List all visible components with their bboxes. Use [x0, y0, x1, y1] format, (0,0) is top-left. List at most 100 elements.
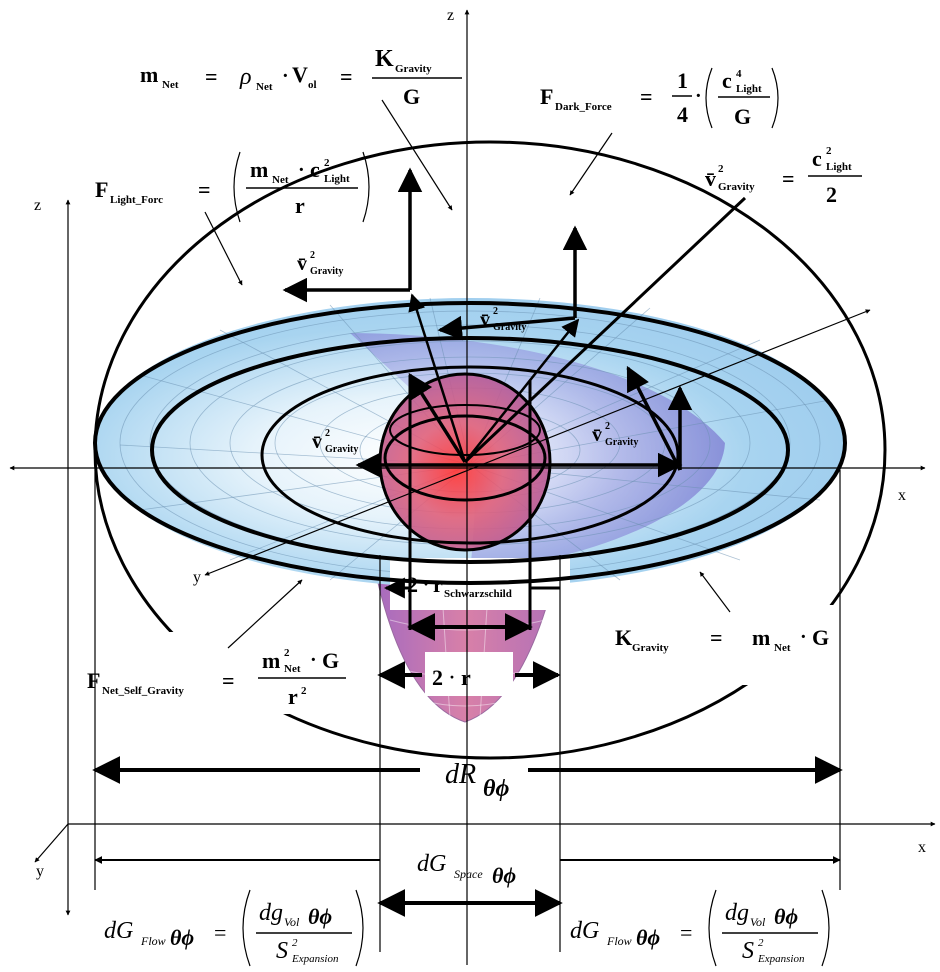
svg-text:=: =	[640, 84, 653, 109]
svg-text:c: c	[812, 146, 822, 171]
vsq-label-left: v̄ 2 Gravity	[312, 428, 358, 455]
svg-text:·: ·	[695, 85, 702, 107]
svg-text:Expansion: Expansion	[757, 953, 805, 965]
svg-text:·: ·	[282, 65, 289, 87]
equation-mass: m Net = ρ Net · V ol = K Gravity G	[140, 46, 462, 109]
svg-text:Gravity: Gravity	[395, 63, 432, 75]
svg-text:Net: Net	[272, 174, 289, 186]
svg-text:Gravity: Gravity	[325, 444, 358, 455]
svg-text:Net_Self_Gravity: Net_Self_Gravity	[102, 685, 184, 697]
svg-text:=: =	[340, 64, 353, 89]
svg-text:Space: Space	[454, 867, 483, 881]
svg-text:2: 2	[284, 647, 290, 659]
svg-text:Flow: Flow	[606, 934, 632, 948]
equation-dG-flow-left: dG Flow θϕ = dg Vol θϕ S 2 Expansion	[104, 889, 364, 967]
svg-text:Light_Forc: Light_Forc	[110, 194, 163, 206]
svg-text:K: K	[615, 625, 632, 650]
svg-text:G: G	[812, 625, 829, 650]
svg-text:=: =	[214, 920, 226, 945]
svg-text:dg: dg	[259, 900, 283, 926]
label-dG-space: dG Space θϕ	[417, 851, 516, 888]
svg-text:Schwarzschild: Schwarzschild	[444, 588, 512, 600]
diag-axis	[204, 309, 871, 576]
vsq-label-upper-mid: v̄ 2 Gravity	[480, 306, 526, 333]
axis-x-mid: x	[898, 487, 906, 504]
svg-text:c: c	[722, 68, 732, 93]
axis-y-mid: y	[193, 569, 201, 586]
svg-text:Dark_Force: Dark_Force	[555, 101, 612, 113]
svg-text:Expansion: Expansion	[291, 953, 339, 965]
equation-light-force: F Light_Forc = m Net · c 2 Light r	[95, 151, 370, 223]
svg-text:dG: dG	[417, 851, 446, 877]
equation-net-self-gravity: F Net_Self_Gravity = m 2 Net · G r 2	[87, 647, 346, 709]
svg-text:·: ·	[800, 626, 807, 648]
equation-k-gravity: K Gravity = m Net · G	[615, 625, 829, 654]
svg-text:F: F	[95, 177, 108, 202]
svg-text:m: m	[752, 625, 770, 650]
equation-dark-force: F Dark_Force = 1 4 · c 4 Light G	[540, 67, 779, 129]
svg-text:v̄: v̄	[592, 424, 602, 446]
svg-text:Gravity: Gravity	[605, 437, 638, 448]
vsq-label-right: v̄ 2 Gravity	[592, 421, 638, 448]
pointer-arrows	[204, 99, 731, 649]
svg-text:=: =	[198, 177, 211, 202]
svg-text:S: S	[742, 938, 754, 964]
svg-text:·: ·	[449, 667, 455, 687]
svg-text:=: =	[222, 668, 235, 693]
svg-text:=: =	[205, 64, 218, 89]
svg-text:m: m	[140, 62, 158, 87]
axis-x-bottom: x	[918, 839, 926, 856]
svg-text:r: r	[295, 193, 305, 218]
svg-text:v̄: v̄	[480, 309, 490, 331]
svg-text:r: r	[433, 572, 443, 597]
svg-text:2: 2	[826, 145, 832, 157]
svg-text:Net: Net	[774, 642, 791, 654]
svg-text:Vol: Vol	[284, 915, 300, 929]
svg-text:Light: Light	[826, 161, 852, 173]
svg-text:2: 2	[826, 182, 837, 207]
svg-text:ol: ol	[308, 79, 317, 91]
svg-text:Gravity: Gravity	[718, 181, 755, 193]
svg-text:dG: dG	[570, 918, 599, 944]
svg-text:·: ·	[298, 159, 305, 181]
svg-text:F: F	[87, 668, 100, 693]
svg-text:Net: Net	[162, 79, 179, 91]
svg-text:Light: Light	[324, 173, 350, 185]
mask-k	[565, 605, 840, 685]
svg-text:Vol: Vol	[750, 915, 766, 929]
svg-text:G: G	[322, 648, 339, 673]
svg-text:1: 1	[677, 68, 688, 93]
label-2-r-schwarzschild: 2 · r Schwarzschild	[407, 572, 512, 600]
svg-text:dR: dR	[445, 759, 476, 790]
svg-text:r: r	[288, 684, 298, 709]
svg-text:v̄: v̄	[297, 253, 307, 275]
svg-text:G: G	[403, 84, 420, 109]
svg-text:F: F	[540, 84, 553, 109]
vsq-label-upper-left: v̄ 2 Gravity	[297, 250, 343, 277]
svg-text:m: m	[262, 648, 280, 673]
svg-text:θϕ: θϕ	[170, 925, 194, 950]
svg-text:dG: dG	[104, 918, 133, 944]
svg-text:2: 2	[718, 163, 724, 175]
axes	[9, 9, 936, 965]
equation-dG-flow-right: dG Flow θϕ = dg Vol θϕ S 2 Expansion	[570, 889, 830, 967]
svg-text:=: =	[782, 166, 795, 191]
svg-text:Gravity: Gravity	[632, 642, 669, 654]
axis-y-bottom: y	[36, 863, 44, 880]
svg-text:K: K	[375, 46, 394, 72]
svg-text:2: 2	[758, 937, 764, 949]
svg-text:r: r	[461, 665, 471, 690]
svg-text:θϕ: θϕ	[492, 863, 516, 888]
svg-text:θϕ: θϕ	[308, 904, 332, 929]
svg-text:2: 2	[493, 306, 498, 317]
svg-text:m: m	[250, 157, 268, 182]
svg-text:Gravity: Gravity	[493, 322, 526, 333]
y-axis-bottom	[34, 823, 69, 863]
svg-text:2: 2	[432, 665, 443, 690]
dimension-arrows	[92, 577, 843, 917]
svg-text:=: =	[710, 625, 723, 650]
svg-text:V: V	[292, 62, 308, 87]
svg-text:ρ: ρ	[239, 64, 252, 90]
svg-text:2: 2	[324, 157, 330, 169]
svg-text:Net: Net	[284, 663, 301, 675]
